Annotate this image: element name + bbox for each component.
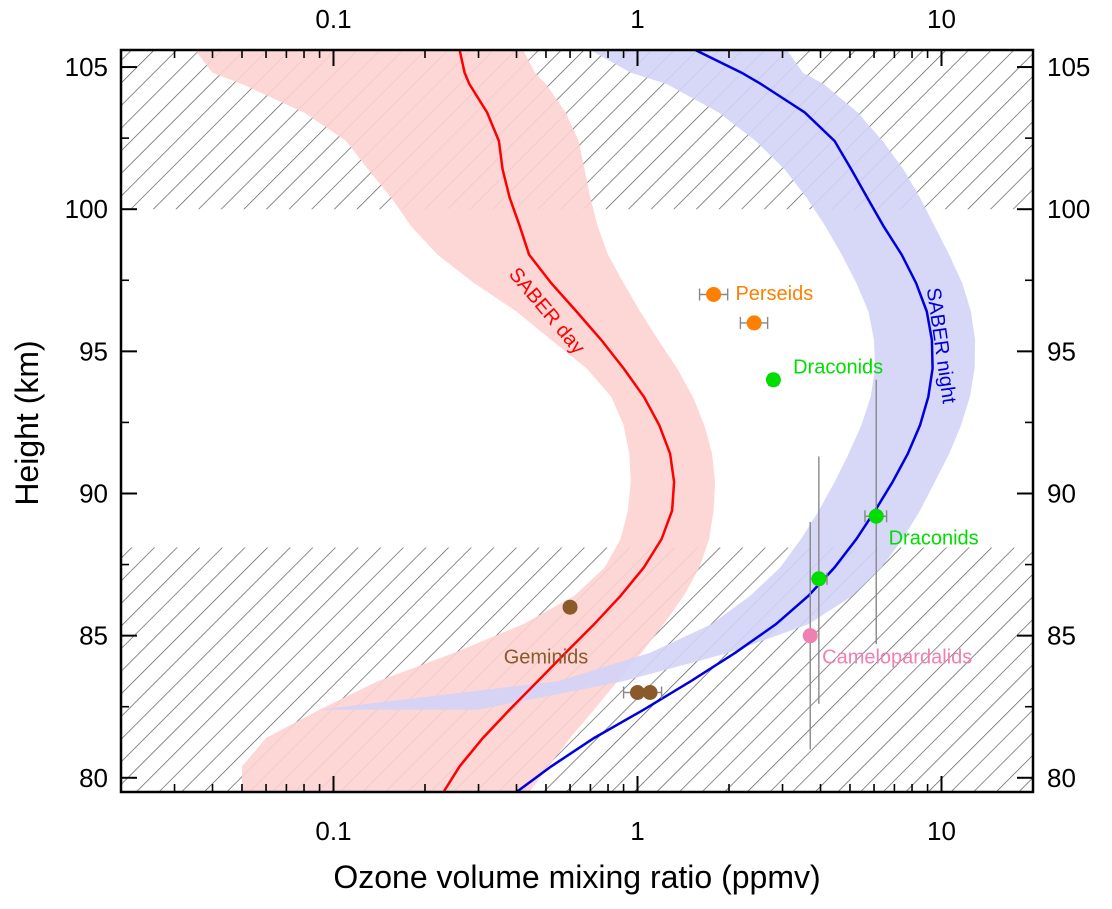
perseids-point-2 — [746, 315, 762, 331]
camelopardalids-label: Camelopardalids — [822, 647, 972, 669]
draconids-label: Draconids — [793, 357, 883, 379]
plot-content — [121, 50, 1033, 792]
geminids-point-1 — [562, 599, 578, 615]
draconids-point-1 — [765, 372, 781, 388]
saber-night-band — [121, 50, 976, 792]
y-tick-label-left-4: 95 — [79, 336, 108, 366]
y-tick-label-left-3: 90 — [79, 478, 108, 508]
saber-night-line — [515, 50, 934, 792]
y-tick-label-left-1: 80 — [79, 763, 108, 793]
x-tick-label-bottom-2: 1 — [630, 816, 644, 846]
y-tick-label-right-5: 100 — [1047, 194, 1090, 224]
geminids-point-3 — [642, 684, 658, 700]
draconids-label: Draconids — [889, 527, 979, 549]
y-tick-label-right-2: 85 — [1047, 621, 1076, 651]
y-tick-label-right-6: 105 — [1047, 52, 1090, 82]
saber-day-band — [194, 50, 716, 792]
geminids-label: Geminids — [504, 647, 588, 669]
y-tick-label-right-4: 95 — [1047, 336, 1076, 366]
draconids-point-1 — [868, 508, 884, 524]
y-tick-label-left-5: 100 — [65, 194, 108, 224]
geminids-point-2 — [629, 684, 645, 700]
perseids-label: Perseids — [735, 283, 813, 305]
x-tick-label-bottom-1: 0.1 — [315, 816, 351, 846]
y-tick-label-right-3: 90 — [1047, 478, 1076, 508]
x-tick-label-top-1: 0.1 — [315, 4, 351, 34]
y-tick-label-left-2: 85 — [79, 621, 108, 651]
y-axis-title: Height (km) — [9, 340, 45, 505]
plot-frame — [119, 48, 1035, 794]
perseids-point-1 — [706, 286, 722, 302]
x-tick-label-top-3: 10 — [927, 4, 956, 34]
x-axis-title: Ozone volume mixing ratio (ppmv) — [333, 859, 820, 895]
saber-day-line — [442, 50, 676, 792]
y-tick-label-right-1: 80 — [1047, 763, 1076, 793]
camelopardalids-point-1 — [802, 628, 818, 644]
axes-layer: 0.1 0.1 1 1 10 10 80 80 85 85 90 90 95 95 100 100 105 105 — [65, 4, 1091, 846]
draconids-point-2 — [811, 571, 827, 587]
x-tick-label-bottom-3: 10 — [927, 816, 956, 846]
y-tick-label-left-6: 105 — [65, 52, 108, 82]
x-tick-label-top-2: 1 — [630, 4, 644, 34]
